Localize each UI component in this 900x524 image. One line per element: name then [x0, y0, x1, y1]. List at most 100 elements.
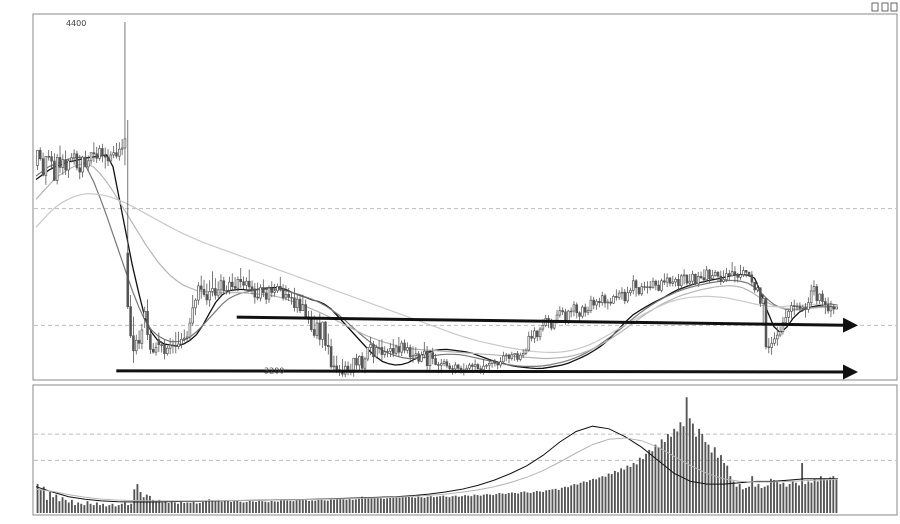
volume-bar — [251, 501, 254, 513]
candle — [790, 302, 793, 319]
volume-bar — [102, 503, 105, 513]
candle — [166, 345, 169, 356]
candle — [654, 279, 658, 291]
candle-body — [202, 289, 206, 295]
volume-bar — [507, 493, 510, 513]
candle — [182, 329, 186, 342]
candle-body — [360, 356, 364, 369]
volume-bar — [645, 453, 648, 513]
candle-body — [230, 281, 234, 287]
price-panel[interactable]: 4400 3200 — [32, 0, 898, 381]
candle-body — [262, 287, 265, 294]
candle-body — [809, 290, 813, 304]
candle-body — [600, 295, 604, 304]
volume-bar — [295, 500, 298, 513]
toolbar-icon[interactable] — [881, 2, 889, 12]
candle-body — [620, 291, 624, 294]
candle-body — [742, 270, 745, 276]
candle-body — [329, 346, 333, 368]
price-annotations: 4400 3200 — [66, 19, 284, 376]
volume-bar — [457, 496, 460, 513]
candle-body — [572, 304, 576, 312]
candle-body — [363, 358, 367, 369]
volume-bar — [436, 496, 438, 513]
candle — [663, 273, 666, 285]
volume-bar — [83, 505, 86, 513]
volume-bar — [211, 500, 214, 513]
candle — [270, 281, 274, 298]
candle — [89, 152, 93, 165]
candle — [533, 327, 536, 343]
candle-body — [242, 281, 245, 286]
volume-bar — [195, 503, 198, 513]
candle-body — [535, 330, 539, 338]
candle-body — [465, 367, 468, 371]
candle-body — [448, 365, 451, 369]
candle — [394, 344, 398, 356]
volume-bar — [557, 489, 560, 513]
volume-bar — [333, 499, 335, 513]
candle — [134, 334, 138, 355]
candle — [163, 340, 166, 360]
volume-bar — [579, 482, 582, 513]
candle-body — [149, 334, 152, 350]
volume-bar — [55, 494, 58, 513]
candle-body — [744, 270, 748, 273]
candle — [801, 305, 804, 312]
candle-body — [603, 295, 607, 304]
candle — [281, 284, 285, 301]
candle-body — [50, 156, 53, 162]
volume-bar — [804, 484, 807, 513]
candle — [702, 269, 706, 283]
candle-body — [72, 153, 76, 159]
candle-body — [739, 274, 742, 278]
candle-body — [493, 360, 497, 364]
candle-body — [773, 338, 776, 344]
candle — [792, 299, 796, 316]
candle-body — [64, 159, 67, 171]
candle — [615, 289, 618, 301]
candle-body — [70, 157, 73, 162]
candle-body — [801, 306, 804, 309]
price-ma-line — [35, 193, 839, 353]
volume-bar — [723, 463, 726, 513]
volume-panel[interactable] — [32, 384, 898, 516]
price-gridlines — [34, 208, 896, 326]
toolbar-icon[interactable] — [871, 2, 879, 12]
volume-bar — [776, 481, 779, 513]
candle — [262, 279, 265, 298]
candle-body — [44, 156, 48, 176]
candle — [592, 296, 595, 310]
candle — [770, 336, 773, 355]
candle-body — [185, 336, 189, 339]
candle — [222, 276, 226, 294]
volume-bar — [510, 492, 513, 513]
toolbar-icon[interactable] — [890, 2, 898, 12]
volume-bar — [308, 500, 310, 513]
candle-body — [208, 291, 211, 301]
candle-body — [143, 310, 146, 319]
candle — [157, 332, 161, 352]
toolbar-icons[interactable] — [871, 2, 898, 12]
volume-bar — [716, 457, 719, 513]
candle — [55, 154, 59, 185]
candle — [657, 280, 660, 292]
candle — [490, 359, 494, 368]
candle-body — [770, 342, 773, 348]
volume-bar — [548, 489, 551, 513]
volume-bar — [255, 501, 257, 513]
volume-bar — [133, 489, 136, 513]
candle-body — [115, 152, 118, 157]
candle — [431, 347, 435, 365]
volume-bar — [226, 500, 229, 513]
volume-bar — [392, 497, 395, 513]
candle-body — [112, 152, 115, 156]
candle — [327, 333, 330, 355]
candle — [177, 331, 180, 350]
candle — [230, 273, 234, 292]
candle — [98, 145, 101, 161]
candle-body — [38, 149, 42, 160]
candle-body — [411, 355, 415, 358]
